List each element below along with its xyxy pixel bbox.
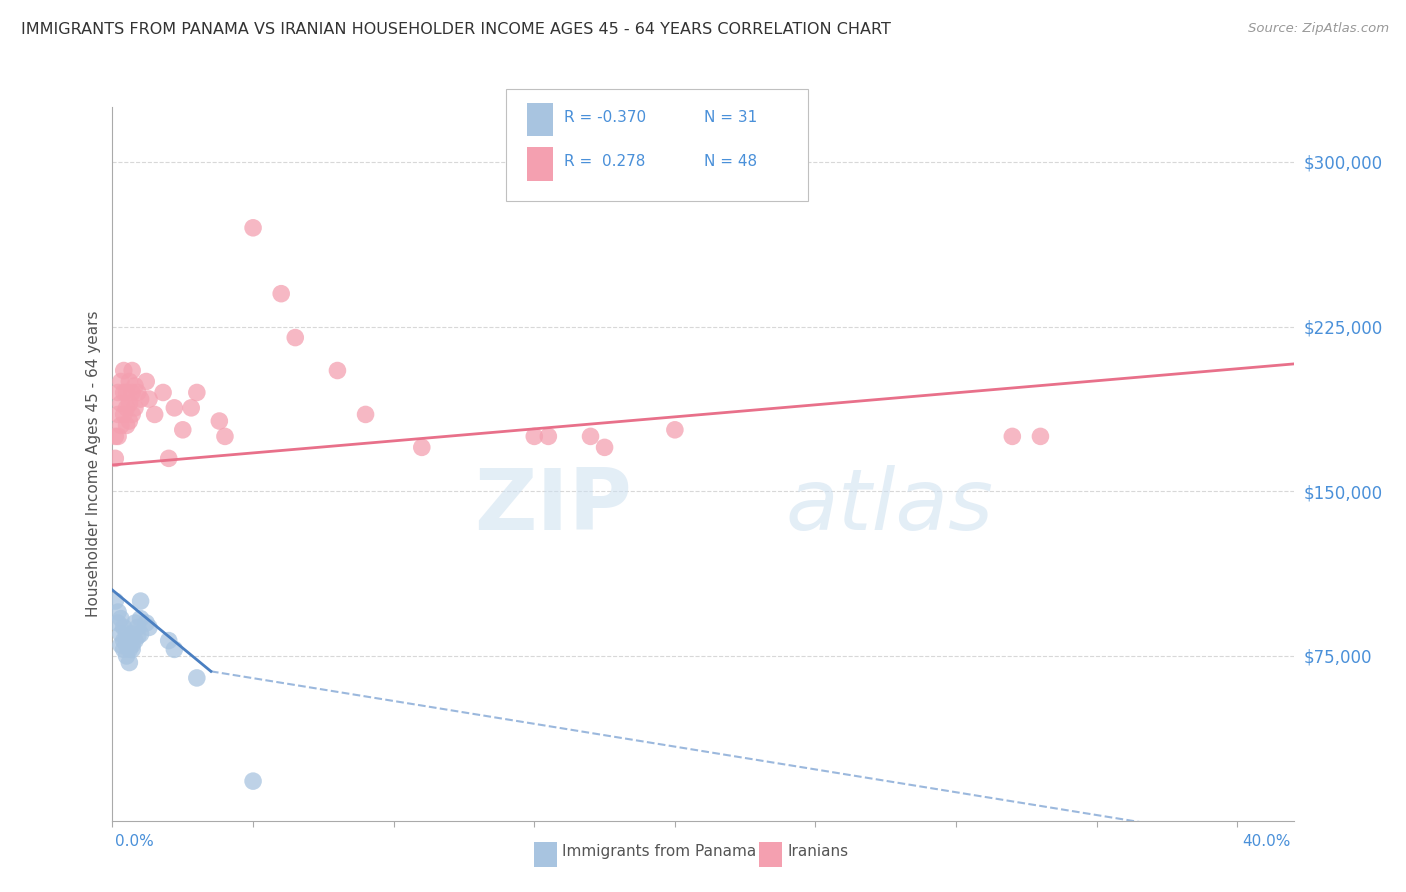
Point <box>118 396 141 410</box>
Point <box>107 385 129 400</box>
Point <box>1029 429 1052 443</box>
Point <box>121 408 143 422</box>
Text: R = -0.370: R = -0.370 <box>564 110 645 125</box>
Point <box>124 401 146 415</box>
Text: N = 31: N = 31 <box>704 110 758 125</box>
Point <box>127 385 149 400</box>
Point <box>124 615 146 630</box>
Text: 40.0%: 40.0% <box>1243 834 1291 849</box>
Point <box>242 774 264 789</box>
Point <box>121 638 143 652</box>
Point <box>129 594 152 608</box>
Point <box>1001 429 1024 443</box>
Point <box>104 594 127 608</box>
Point <box>124 633 146 648</box>
Point <box>107 615 129 630</box>
Point <box>354 408 377 422</box>
Text: IMMIGRANTS FROM PANAMA VS IRANIAN HOUSEHOLDER INCOME AGES 45 - 64 YEARS CORRELAT: IMMIGRANTS FROM PANAMA VS IRANIAN HOUSEH… <box>21 22 891 37</box>
Point <box>112 408 135 422</box>
Point <box>138 620 160 634</box>
Point <box>127 629 149 643</box>
Point <box>124 379 146 393</box>
Text: ZIP: ZIP <box>474 465 633 549</box>
Point <box>121 363 143 377</box>
Point <box>110 627 132 641</box>
Point <box>664 423 686 437</box>
Point <box>523 429 546 443</box>
Point <box>208 414 231 428</box>
Point <box>579 429 602 443</box>
Point <box>115 638 138 652</box>
Point <box>118 414 141 428</box>
Point <box>115 418 138 433</box>
Point <box>110 638 132 652</box>
Point <box>110 418 132 433</box>
Point <box>118 642 141 657</box>
Point <box>118 633 141 648</box>
Point <box>180 401 202 415</box>
Point <box>107 408 129 422</box>
Point <box>172 423 194 437</box>
Point <box>127 620 149 634</box>
Point <box>135 375 157 389</box>
Point <box>163 401 186 415</box>
Point <box>152 385 174 400</box>
Point <box>121 627 143 641</box>
Point <box>143 408 166 422</box>
Text: 0.0%: 0.0% <box>115 834 155 849</box>
Point <box>214 429 236 443</box>
Point <box>115 648 138 663</box>
Point <box>112 385 135 400</box>
Y-axis label: Householder Income Ages 45 - 64 years: Householder Income Ages 45 - 64 years <box>86 310 101 617</box>
Point <box>129 612 152 626</box>
Point <box>110 375 132 389</box>
Point <box>121 642 143 657</box>
Point <box>112 633 135 648</box>
Point <box>115 627 138 641</box>
Point <box>135 615 157 630</box>
Point <box>537 429 560 443</box>
Point <box>326 363 349 377</box>
Point <box>110 612 132 626</box>
Point <box>107 429 129 443</box>
Point <box>157 451 180 466</box>
Point <box>112 642 135 657</box>
Point <box>593 441 616 455</box>
Point <box>112 363 135 377</box>
Point <box>107 605 129 619</box>
Point <box>118 375 141 389</box>
Text: Iranians: Iranians <box>787 844 848 859</box>
Point <box>104 451 127 466</box>
Point <box>121 385 143 400</box>
Point <box>186 385 208 400</box>
Point <box>270 286 292 301</box>
Point <box>186 671 208 685</box>
Text: N = 48: N = 48 <box>704 154 758 169</box>
Point <box>104 429 127 443</box>
Text: R =  0.278: R = 0.278 <box>564 154 645 169</box>
Point <box>242 220 264 235</box>
Point <box>115 401 138 415</box>
Point <box>129 392 152 406</box>
Point <box>115 385 138 400</box>
Text: Source: ZipAtlas.com: Source: ZipAtlas.com <box>1249 22 1389 36</box>
Point <box>157 633 180 648</box>
Point <box>118 656 141 670</box>
Point <box>112 620 135 634</box>
Point <box>138 392 160 406</box>
Point <box>411 441 433 455</box>
Point <box>129 627 152 641</box>
Text: Immigrants from Panama: Immigrants from Panama <box>562 844 756 859</box>
Point <box>163 642 186 657</box>
Point <box>284 330 307 344</box>
Text: atlas: atlas <box>786 465 994 549</box>
Point <box>110 396 132 410</box>
